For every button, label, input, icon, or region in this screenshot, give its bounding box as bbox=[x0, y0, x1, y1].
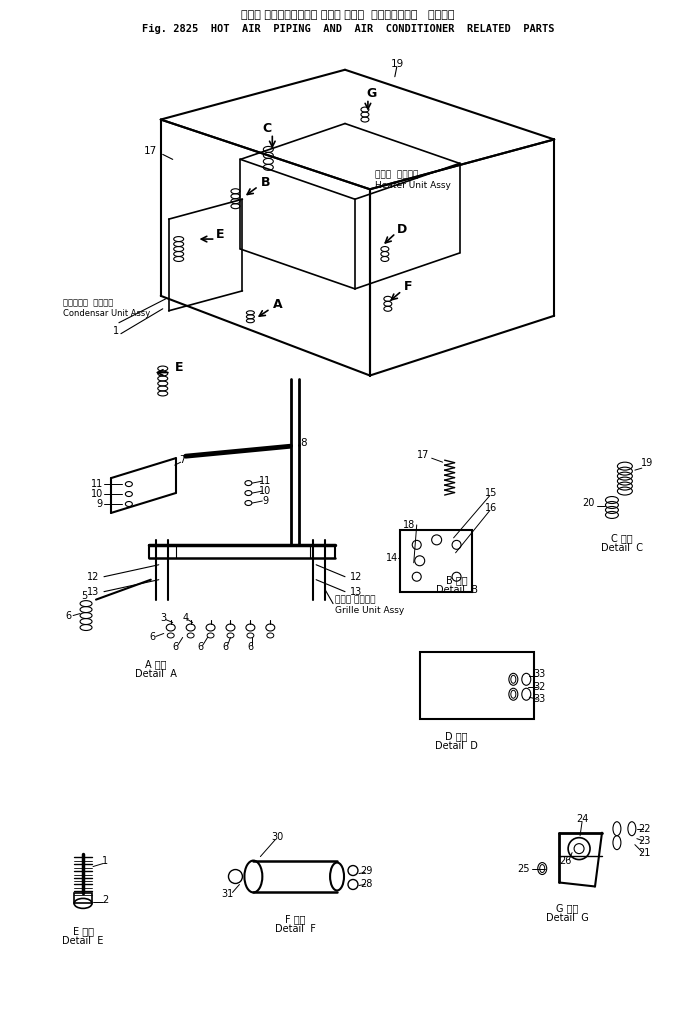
Text: G 詳細: G 詳細 bbox=[556, 903, 579, 913]
Text: F 詳細: F 詳細 bbox=[285, 914, 305, 924]
Text: 6: 6 bbox=[197, 642, 204, 652]
Text: 9: 9 bbox=[97, 499, 103, 509]
Text: 17: 17 bbox=[144, 146, 158, 157]
Text: 10: 10 bbox=[259, 486, 271, 496]
Text: 22: 22 bbox=[638, 824, 651, 833]
Text: 33: 33 bbox=[533, 694, 545, 704]
Text: 6: 6 bbox=[222, 642, 229, 652]
Text: Fig. 2825  HOT  AIR  PIPING  AND  AIR  CONDITIONER  RELATED  PARTS: Fig. 2825 HOT AIR PIPING AND AIR CONDITI… bbox=[141, 24, 554, 34]
Text: 1: 1 bbox=[102, 855, 108, 866]
Text: Grille Unit Assy: Grille Unit Assy bbox=[335, 606, 404, 615]
Bar bbox=[74, 894, 92, 903]
Text: 6: 6 bbox=[173, 642, 178, 652]
Text: 26: 26 bbox=[559, 855, 572, 866]
Text: 25: 25 bbox=[516, 864, 529, 874]
Text: Heater Unit Assy: Heater Unit Assy bbox=[375, 181, 451, 190]
Text: 18: 18 bbox=[402, 520, 415, 530]
Text: 1: 1 bbox=[113, 325, 119, 335]
Text: 2: 2 bbox=[102, 896, 108, 905]
Text: 13: 13 bbox=[350, 587, 362, 597]
Text: Detail  D: Detail D bbox=[435, 741, 478, 751]
Text: 13: 13 bbox=[86, 587, 99, 597]
Text: C 詳細: C 詳細 bbox=[611, 533, 633, 542]
Text: 29: 29 bbox=[361, 866, 373, 876]
Text: 20: 20 bbox=[583, 498, 595, 508]
Text: D: D bbox=[397, 222, 407, 235]
Text: D 詳細: D 詳細 bbox=[445, 731, 468, 741]
Text: 8: 8 bbox=[300, 438, 307, 448]
Text: F: F bbox=[404, 281, 412, 293]
Text: 30: 30 bbox=[271, 831, 284, 841]
Text: 11: 11 bbox=[259, 476, 271, 486]
Text: E: E bbox=[174, 361, 183, 374]
Text: 32: 32 bbox=[533, 683, 546, 692]
Text: G: G bbox=[367, 87, 377, 100]
Text: 11: 11 bbox=[91, 479, 103, 489]
Text: Condensar Unit Assy: Condensar Unit Assy bbox=[63, 309, 151, 318]
Text: 19: 19 bbox=[641, 459, 653, 469]
Text: E 詳細: E 詳細 bbox=[72, 926, 93, 936]
Text: 24: 24 bbox=[576, 814, 588, 824]
Text: 21: 21 bbox=[638, 847, 651, 857]
Text: Detail  B: Detail B bbox=[436, 585, 477, 595]
Text: 9: 9 bbox=[262, 496, 268, 506]
Text: 33: 33 bbox=[533, 670, 545, 680]
Text: 12: 12 bbox=[350, 572, 362, 582]
Text: C: C bbox=[263, 122, 272, 135]
Text: 15: 15 bbox=[485, 488, 498, 498]
Text: B 詳細: B 詳細 bbox=[446, 575, 468, 585]
Text: 6: 6 bbox=[65, 611, 71, 620]
Text: グリル ユニット: グリル ユニット bbox=[335, 595, 376, 604]
Text: 5: 5 bbox=[81, 591, 87, 601]
Bar bbox=[400, 530, 471, 592]
Text: 14: 14 bbox=[385, 552, 398, 563]
Text: 7: 7 bbox=[180, 456, 186, 466]
Text: Detail  C: Detail C bbox=[601, 542, 643, 552]
Text: 23: 23 bbox=[638, 835, 651, 845]
Text: A 詳細: A 詳細 bbox=[145, 660, 167, 670]
Text: 3: 3 bbox=[161, 612, 167, 622]
Text: 28: 28 bbox=[361, 880, 373, 890]
Text: 12: 12 bbox=[86, 572, 99, 582]
Text: Detail  F: Detail F bbox=[275, 924, 316, 934]
Text: ホット エアーパイピング および エアー  コンディショナ   関連部品: ホット エアーパイピング および エアー コンディショナ 関連部品 bbox=[241, 10, 454, 20]
Text: 6: 6 bbox=[247, 642, 254, 652]
Bar bbox=[420, 652, 535, 719]
Text: コンデンサ  ユニット: コンデンサ ユニット bbox=[63, 298, 114, 307]
Text: B: B bbox=[261, 176, 270, 189]
Text: Detail  G: Detail G bbox=[546, 913, 588, 923]
Text: E: E bbox=[216, 227, 224, 240]
Text: A: A bbox=[273, 298, 282, 311]
Text: ヒータ  ユニット: ヒータ ユニット bbox=[375, 171, 418, 180]
Text: 17: 17 bbox=[418, 450, 429, 461]
Text: Detail  E: Detail E bbox=[62, 936, 104, 946]
Text: 31: 31 bbox=[222, 890, 233, 900]
Text: 16: 16 bbox=[485, 503, 498, 513]
Text: 10: 10 bbox=[91, 489, 103, 499]
Text: 4: 4 bbox=[183, 612, 189, 622]
Text: Detail  A: Detail A bbox=[135, 670, 177, 680]
Text: 6: 6 bbox=[150, 632, 156, 642]
Text: 19: 19 bbox=[391, 59, 404, 69]
